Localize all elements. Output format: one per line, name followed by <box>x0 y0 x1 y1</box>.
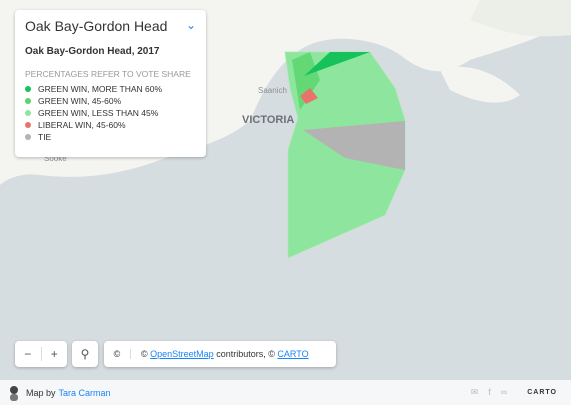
riding-tie <box>303 121 405 170</box>
legend-item: LIBERAL WIN, 45-60% <box>25 119 162 131</box>
island <box>440 66 520 103</box>
zoom-out[interactable]: − <box>24 347 32 361</box>
collapse-button[interactable]: ⌄ <box>185 18 196 32</box>
carto-link[interactable]: CARTO <box>277 349 309 359</box>
zoom-in[interactable]: + <box>40 347 68 361</box>
legend-label: TIE <box>38 132 52 142</box>
legend-item: GREEN WIN, LESS THAN 45% <box>25 107 162 119</box>
carto-brand: CARTO <box>527 389 557 396</box>
panel-subtitle: Oak Bay-Gordon Head, 2017 <box>25 46 160 57</box>
attribution-middle: contributors, © <box>216 349 275 359</box>
legend-item: GREEN WIN, 45-60% <box>25 95 162 107</box>
legend-item: TIE <box>25 131 162 143</box>
attribution-toggle[interactable]: © <box>104 349 131 359</box>
attribution: © © OpenStreetMap contributors, © CARTO <box>104 341 336 367</box>
legend-swatch <box>25 110 31 116</box>
author-link[interactable]: Tara Carman <box>58 387 111 398</box>
map-label: Saanich <box>258 86 287 95</box>
author-avatar <box>10 385 18 401</box>
legend-swatch <box>25 134 31 140</box>
attribution-text: © OpenStreetMap contributors, © CARTO <box>141 349 309 359</box>
legend-swatch <box>25 122 31 128</box>
legend-label: GREEN WIN, MORE THAN 60% <box>38 84 163 94</box>
legend-swatch <box>25 98 31 104</box>
legend-label: GREEN WIN, 45-60% <box>38 96 122 106</box>
legend-label: LIBERAL WIN, 45-60% <box>38 120 126 130</box>
footer: Map by Tara Carman ✉f∞ CARTO <box>0 380 571 405</box>
riding-green-mid <box>292 52 320 110</box>
search-button[interactable]: ⚲ <box>72 341 98 367</box>
panel-title: Oak Bay-Gordon Head <box>25 18 168 34</box>
zoom-controls: − + <box>15 341 67 367</box>
legend: GREEN WIN, MORE THAN 60% GREEN WIN, 45-60… <box>25 83 162 143</box>
share-icons[interactable]: ✉f∞ <box>470 387 518 397</box>
legend-panel: Oak Bay-Gordon Head ⌄ Oak Bay-Gordon Hea… <box>15 10 206 157</box>
land <box>470 0 571 37</box>
riding-liberal <box>300 88 318 104</box>
legend-swatch <box>25 86 31 92</box>
riding-green-high <box>304 52 370 76</box>
legend-label: GREEN WIN, LESS THAN 45% <box>38 108 159 118</box>
attribution-prefix: © <box>141 349 148 359</box>
footer-by: Map by <box>26 387 56 398</box>
osm-link[interactable]: OpenStreetMap <box>150 349 214 359</box>
map-label: Sooke <box>44 154 67 163</box>
map-label: VICTORIA <box>242 114 294 126</box>
panel-note: PERCENTAGES REFER TO VOTE SHARE <box>25 69 191 79</box>
legend-item: GREEN WIN, MORE THAN 60% <box>25 83 162 95</box>
